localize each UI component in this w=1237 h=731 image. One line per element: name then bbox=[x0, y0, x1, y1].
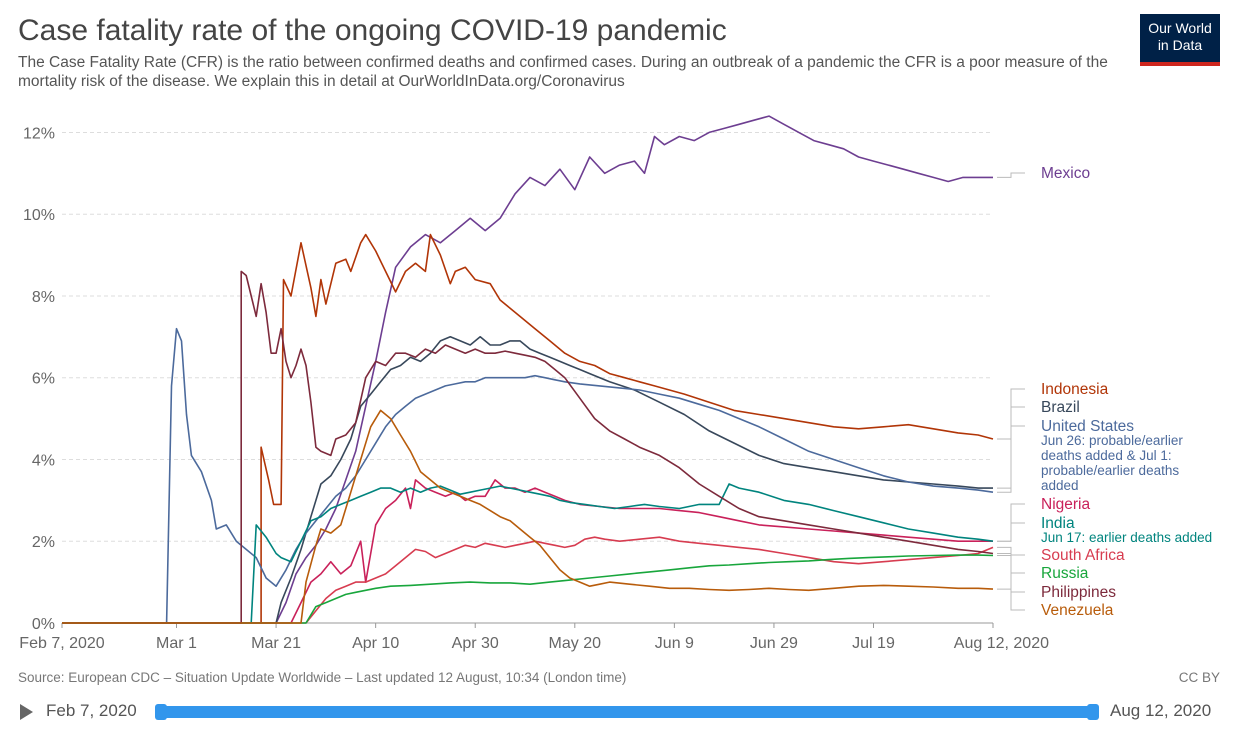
y-tick-label: 2% bbox=[32, 534, 55, 551]
series-label-philippines: Philippines bbox=[1041, 584, 1116, 601]
series-label-south-africa: South Africa bbox=[1041, 547, 1125, 564]
timeline-end-label: Aug 12, 2020 bbox=[1110, 701, 1212, 720]
series-line-russia bbox=[62, 554, 994, 624]
chart-title: Case fatality rate of the ongoing COVID-… bbox=[18, 14, 727, 47]
timeline-start-label: Feb 7, 2020 bbox=[46, 701, 137, 720]
series-line-india bbox=[62, 483, 994, 624]
series-annotation-india: Jun 17: earlier deaths added bbox=[1041, 530, 1212, 545]
license-link[interactable]: CC BY bbox=[1178, 670, 1220, 685]
timeline-end-handle[interactable] bbox=[1087, 704, 1099, 720]
timeline-range-fill bbox=[157, 706, 1097, 718]
timeline-start-handle[interactable] bbox=[155, 704, 167, 720]
x-tick-label: Aug 12, 2020 bbox=[954, 635, 1049, 652]
series-label-indonesia: Indonesia bbox=[1041, 381, 1109, 398]
series-line-indonesia bbox=[62, 233, 994, 624]
y-tick-label: 4% bbox=[32, 452, 55, 469]
series-line-mexico bbox=[62, 115, 993, 624]
series-annotation-united-states: added bbox=[1041, 478, 1079, 493]
series-label-brazil: Brazil bbox=[1041, 399, 1080, 416]
series-annotation-united-states: Jun 26: probable/earlier bbox=[1041, 433, 1183, 448]
series-label-venezuela: Venezuela bbox=[1041, 602, 1114, 619]
play-icon[interactable] bbox=[20, 704, 33, 720]
x-tick-label: Mar 1 bbox=[156, 635, 197, 652]
x-tick-label: Jun 29 bbox=[750, 635, 798, 652]
y-tick-label: 0% bbox=[32, 616, 55, 633]
series-annotation-united-states: deaths added & Jul 1: bbox=[1041, 448, 1172, 463]
x-tick-label: Feb 7, 2020 bbox=[19, 635, 105, 652]
series-label-india: India bbox=[1041, 515, 1075, 532]
line-chart: 0% 2% 4% 6% 8% 10% 12% Feb 7, 2020 Mar 1 Mar 21 Ap… bbox=[19, 115, 1212, 652]
series-label-nigeria: Nigeria bbox=[1041, 496, 1090, 513]
label-connector-venezuela bbox=[997, 588, 1025, 611]
source-note[interactable]: Source: European CDC – Situation Update … bbox=[18, 670, 627, 685]
series-line-united-states bbox=[62, 327, 994, 624]
label-connector-philippines bbox=[997, 553, 1025, 593]
label-connector-mexico bbox=[997, 172, 1025, 178]
y-tick-label: 8% bbox=[32, 289, 55, 306]
x-tick-label: Apr 10 bbox=[352, 635, 399, 652]
series-line-nigeria bbox=[62, 479, 993, 624]
y-tick-label: 12% bbox=[23, 125, 55, 142]
series-label-russia: Russia bbox=[1041, 565, 1089, 582]
series-label-mexico: Mexico bbox=[1041, 165, 1090, 182]
series-label-united-states: United States bbox=[1041, 418, 1134, 435]
series-line-venezuela bbox=[62, 409, 994, 624]
x-tick-label: Jul 19 bbox=[852, 635, 895, 652]
label-connector-south-africa bbox=[997, 546, 1025, 556]
y-tick-label: 6% bbox=[32, 371, 55, 388]
chart-subtitle: The Case Fatality Rate (CFR) is the rati… bbox=[18, 54, 1108, 90]
series-line-south-africa bbox=[62, 536, 994, 624]
owid-logo[interactable]: Our World in Data bbox=[1140, 14, 1220, 66]
series-annotation-united-states: probable/earlier deaths bbox=[1041, 463, 1179, 478]
x-tick-label: May 20 bbox=[549, 635, 602, 652]
timeline-control: Feb 7, 2020 Aug 12, 2020 bbox=[0, 695, 1237, 729]
timeline-track[interactable] bbox=[155, 704, 1099, 720]
logo-line-2: in Data bbox=[1157, 37, 1203, 53]
x-tick-label: Apr 30 bbox=[452, 635, 499, 652]
series-line-brazil bbox=[62, 336, 993, 624]
x-tick-label: Jun 9 bbox=[655, 635, 694, 652]
x-tick-label: Mar 21 bbox=[251, 635, 301, 652]
logo-line-1: Our World bbox=[1148, 20, 1212, 36]
label-connector-india bbox=[997, 522, 1025, 542]
y-tick-label: 10% bbox=[23, 207, 55, 224]
label-connector-united-states bbox=[997, 425, 1025, 493]
series-line-philippines bbox=[62, 270, 994, 624]
